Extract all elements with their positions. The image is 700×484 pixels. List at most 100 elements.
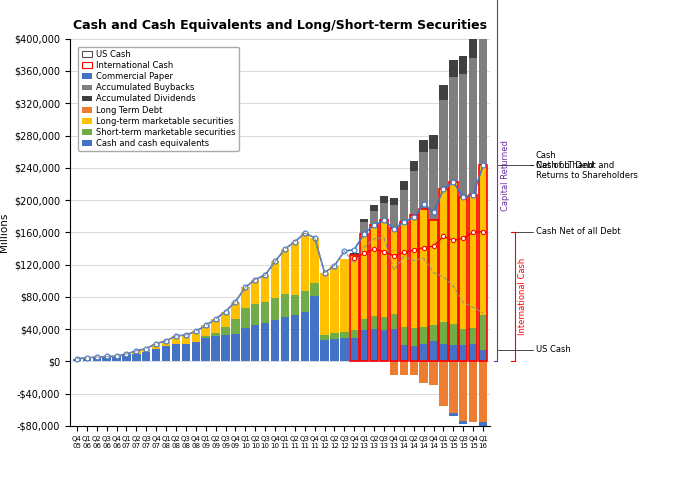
Bar (410, 161, 418, 171)
Bar (360, 234, 368, 362)
Bar (202, 325, 210, 336)
Bar (102, 357, 111, 362)
Bar (449, 182, 458, 324)
Bar (370, 225, 378, 317)
Bar (400, 362, 408, 375)
Bar (271, 298, 279, 320)
Bar (350, 338, 358, 362)
Bar (390, 314, 398, 329)
Bar (439, 362, 448, 406)
Bar (370, 225, 378, 362)
Bar (162, 347, 170, 362)
Bar (479, 422, 487, 429)
Bar (459, 421, 468, 424)
Bar (300, 312, 309, 362)
Bar (479, 316, 487, 350)
Bar (429, 362, 438, 385)
Bar (360, 219, 368, 222)
Bar (410, 328, 418, 346)
Bar (370, 317, 378, 329)
Bar (400, 345, 408, 362)
Text: International Cash: International Cash (518, 258, 527, 335)
Bar (390, 197, 398, 205)
Bar (419, 209, 428, 362)
Bar (400, 222, 408, 327)
Bar (400, 222, 408, 362)
Bar (459, 74, 468, 197)
Bar (449, 324, 458, 345)
Text: Cash on hand: Cash on hand (536, 161, 594, 170)
Bar (370, 206, 378, 211)
Bar (122, 354, 131, 362)
Bar (83, 358, 91, 362)
Bar (449, 60, 458, 76)
Bar (261, 302, 270, 323)
Bar (350, 256, 358, 330)
Bar (241, 328, 249, 362)
Bar (290, 295, 299, 315)
Bar (380, 220, 389, 362)
Bar (360, 234, 368, 319)
Bar (221, 327, 230, 335)
Bar (410, 215, 418, 328)
Bar (231, 302, 239, 319)
Bar (251, 304, 260, 325)
Bar (439, 189, 448, 362)
Bar (281, 294, 289, 317)
Bar (370, 329, 378, 362)
Bar (439, 344, 448, 362)
Bar (202, 338, 210, 362)
Bar (330, 333, 339, 339)
Bar (340, 338, 349, 362)
Bar (241, 308, 249, 328)
Bar (380, 203, 389, 220)
Bar (241, 287, 249, 308)
Bar (290, 242, 299, 295)
Bar (459, 345, 468, 362)
Legend: US Cash, International Cash, Commercial Paper, Accumulated Buybacks, Accumulated: US Cash, International Cash, Commercial … (78, 47, 239, 151)
Text: Cash
Net of LT Debt and
Returns to Shareholders: Cash Net of LT Debt and Returns to Share… (536, 151, 638, 181)
Bar (330, 266, 339, 333)
Bar (330, 339, 339, 362)
Bar (410, 362, 418, 375)
Bar (419, 327, 428, 344)
Bar (202, 336, 210, 338)
Bar (449, 413, 458, 416)
Bar (469, 362, 477, 422)
Bar (271, 320, 279, 362)
Bar (73, 359, 81, 362)
Bar (469, 195, 477, 328)
Bar (390, 205, 398, 228)
Bar (469, 58, 477, 195)
Bar (419, 344, 428, 362)
Bar (142, 348, 150, 352)
Bar (172, 336, 180, 344)
Bar (311, 238, 319, 283)
Text: US Cash: US Cash (536, 346, 570, 354)
Bar (172, 344, 180, 362)
Bar (429, 135, 438, 149)
Bar (449, 76, 458, 182)
Bar (340, 259, 349, 332)
Bar (300, 233, 309, 291)
Bar (459, 329, 468, 345)
Bar (182, 344, 190, 362)
Bar (92, 357, 101, 362)
Text: Cash Net of all Debt: Cash Net of all Debt (536, 227, 620, 236)
Bar (439, 189, 448, 322)
Bar (479, 166, 487, 362)
Bar (449, 345, 458, 362)
Bar (340, 332, 349, 338)
Bar (439, 85, 448, 100)
Bar (449, 362, 458, 413)
Bar (400, 190, 408, 222)
Bar (360, 319, 368, 330)
Bar (479, 0, 487, 12)
Bar (251, 279, 260, 304)
Bar (429, 220, 438, 362)
Bar (380, 197, 389, 203)
Bar (281, 249, 289, 294)
Bar (152, 349, 160, 362)
Bar (459, 362, 468, 421)
Bar (251, 325, 260, 362)
